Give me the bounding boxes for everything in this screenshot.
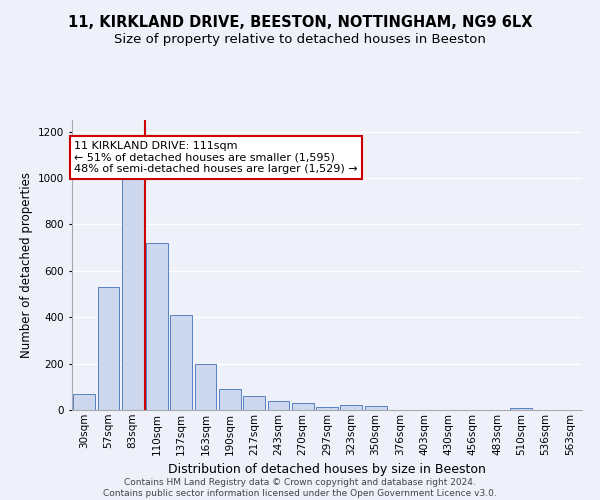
Text: Contains HM Land Registry data © Crown copyright and database right 2024.
Contai: Contains HM Land Registry data © Crown c… <box>103 478 497 498</box>
Text: Size of property relative to detached houses in Beeston: Size of property relative to detached ho… <box>114 32 486 46</box>
Y-axis label: Number of detached properties: Number of detached properties <box>20 172 32 358</box>
Bar <box>365 406 386 410</box>
Bar <box>243 396 265 410</box>
Bar <box>511 408 532 410</box>
Bar <box>97 287 119 410</box>
X-axis label: Distribution of detached houses by size in Beeston: Distribution of detached houses by size … <box>168 463 486 476</box>
Bar <box>146 243 168 410</box>
Bar <box>219 389 241 410</box>
Bar <box>316 406 338 410</box>
Bar <box>122 176 143 410</box>
Text: 11 KIRKLAND DRIVE: 111sqm
← 51% of detached houses are smaller (1,595)
48% of se: 11 KIRKLAND DRIVE: 111sqm ← 51% of detac… <box>74 141 358 174</box>
Bar <box>340 405 362 410</box>
Bar <box>268 401 289 410</box>
Bar <box>194 364 217 410</box>
Bar <box>73 394 95 410</box>
Bar <box>170 315 192 410</box>
Text: 11, KIRKLAND DRIVE, BEESTON, NOTTINGHAM, NG9 6LX: 11, KIRKLAND DRIVE, BEESTON, NOTTINGHAM,… <box>68 15 532 30</box>
Bar <box>292 402 314 410</box>
